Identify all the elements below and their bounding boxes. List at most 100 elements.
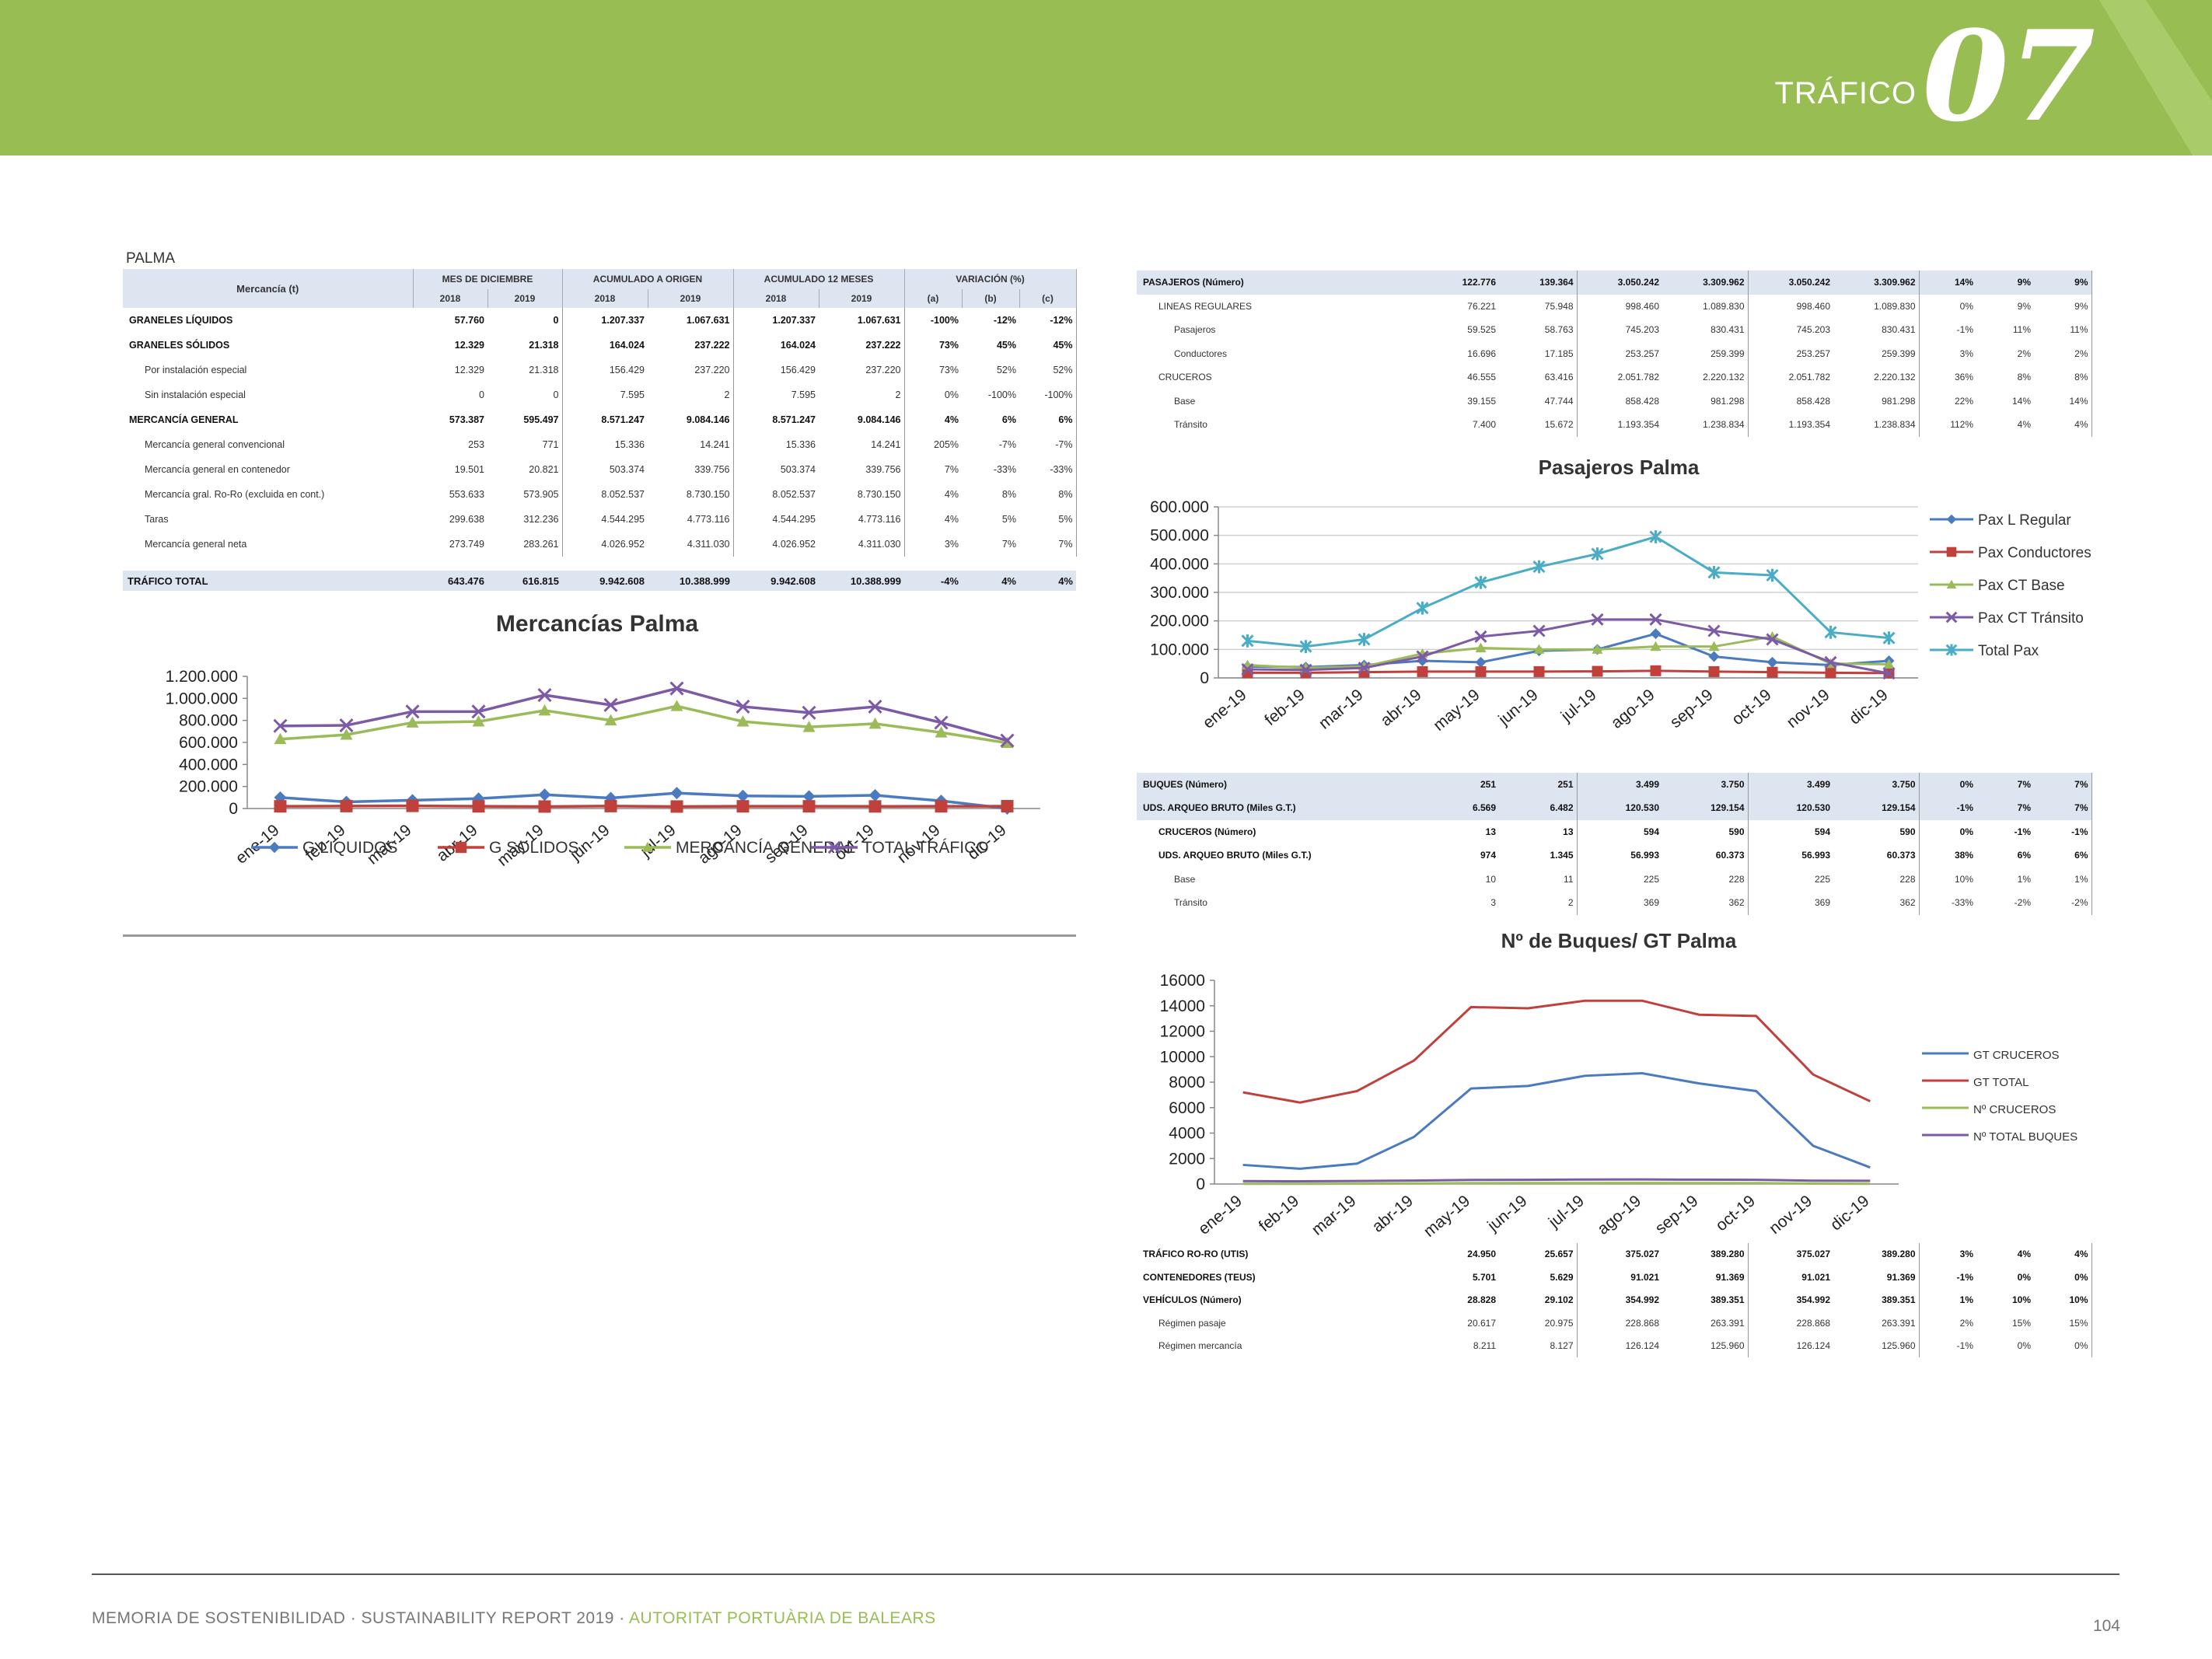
cell-value: 8% bbox=[2017, 372, 2031, 383]
banner-decoration bbox=[2099, 0, 2212, 155]
data-point bbox=[1707, 623, 1721, 637]
y-tick-label: 400.000 bbox=[1150, 555, 1209, 573]
row-label: VEHÍCULOS (Número) bbox=[1143, 1294, 1242, 1306]
series-line bbox=[1242, 999, 1871, 1104]
cell-value: 156.429 bbox=[780, 365, 816, 375]
series-line bbox=[280, 686, 1008, 742]
cell-value: 2 bbox=[648, 382, 734, 407]
x-tick-label: nov-19 bbox=[1784, 686, 1833, 732]
cell-value: -100% bbox=[1019, 382, 1077, 407]
cell-value: 73% bbox=[938, 340, 959, 351]
cell-value: 616.815 bbox=[487, 571, 562, 591]
row-label: PASAJEROS (Número) bbox=[1137, 271, 1421, 295]
cell-value: 858.428 bbox=[1796, 395, 1830, 407]
cell-value: 553.633 bbox=[449, 489, 484, 500]
data-point bbox=[1882, 630, 1896, 644]
data-point bbox=[1649, 529, 1662, 543]
table-row: UDS. ARQUEO BRUTO (Miles G.T.) 974 1.345 56… bbox=[1137, 843, 2092, 868]
cell-value: 6% bbox=[1001, 414, 1016, 425]
cell-value: 20.975 bbox=[1499, 1311, 1578, 1335]
cell-value: 28.828 bbox=[1467, 1294, 1496, 1306]
cell-value: 3.750 bbox=[1833, 772, 1920, 796]
legend-label: Pax CT Tránsito bbox=[1978, 610, 2084, 627]
x-tick-label: ene-19 bbox=[1200, 686, 1250, 732]
cell-value: 4% bbox=[2017, 419, 2031, 431]
buques-chart: Nº de Buques/ GT Palma 0 2000 4000 6000 8000 1… bbox=[1160, 929, 2078, 1241]
data-point bbox=[1946, 547, 1957, 557]
cell-value: 122.776 bbox=[1421, 271, 1499, 295]
y-tick-label: 12000 bbox=[1160, 1022, 1205, 1040]
cell-value: 7.400 bbox=[1472, 419, 1496, 431]
cell-value: 14.241 bbox=[648, 432, 734, 457]
cell-value: 1.345 bbox=[1499, 843, 1578, 868]
data-point bbox=[1945, 611, 1958, 623]
data-point bbox=[538, 788, 551, 802]
row-label: Régimen pasaje bbox=[1158, 1317, 1226, 1329]
table-row: Taras 299.638 312.236 4.544.295 4.773.116 4.5… bbox=[123, 507, 1077, 532]
cell-value: 0 bbox=[487, 382, 563, 407]
cell-value: 362 bbox=[1833, 891, 1920, 915]
data-point bbox=[802, 721, 816, 732]
ships-table-body: BUQUES (Número) 251 251 3.499 3.750 3.499 3.75… bbox=[1137, 772, 2092, 915]
header-group: VARIACIÓN (%) bbox=[904, 269, 1077, 289]
legend-label: Pax L Regular bbox=[1978, 512, 2071, 529]
cell-value: 4.026.952 bbox=[772, 539, 816, 550]
data-point bbox=[1766, 568, 1779, 582]
data-point bbox=[1475, 656, 1487, 668]
x-tick-label: abr-19 bbox=[1377, 686, 1424, 730]
cell-value: 237.222 bbox=[648, 333, 734, 358]
data-point bbox=[604, 799, 617, 812]
data-point bbox=[1824, 625, 1837, 639]
cell-value: 263.391 bbox=[1833, 1311, 1920, 1335]
cell-value: 2% bbox=[1959, 1317, 1973, 1329]
cell-value: 7% bbox=[1001, 539, 1016, 550]
y-tick-label: 600.000 bbox=[179, 734, 238, 752]
series-0 bbox=[274, 787, 1014, 815]
cell-value: 6.569 bbox=[1421, 796, 1499, 820]
cell-value: -1% bbox=[1956, 1340, 1973, 1352]
y-tick-label: 200.000 bbox=[1150, 612, 1209, 630]
cell-value: 16.696 bbox=[1467, 348, 1496, 359]
footer-authority: AUTORITAT PORTUÀRIA DE BALEARS bbox=[628, 1609, 936, 1627]
cell-value: 10.388.999 bbox=[819, 571, 904, 591]
cell-value: 5.629 bbox=[1499, 1266, 1578, 1289]
cell-value: 7.595 bbox=[791, 389, 816, 400]
cell-value: 9.942.608 bbox=[733, 571, 819, 591]
table-row: LINEAS REGULARES 76.221 75.948 998.460 1.089… bbox=[1137, 294, 2092, 318]
data-point bbox=[537, 688, 552, 703]
cell-value: 15% bbox=[2011, 1317, 2031, 1329]
data-point bbox=[670, 800, 683, 813]
cell-value: 0% bbox=[2017, 1271, 2031, 1283]
x-tick-label: abr-19 bbox=[1369, 1192, 1417, 1236]
cell-value: 4% bbox=[944, 489, 959, 500]
cell-value: 3.499 bbox=[1748, 772, 1833, 796]
cell-value: 9% bbox=[2034, 294, 2092, 318]
cell-value: 4% bbox=[2034, 413, 2092, 437]
data-point bbox=[538, 800, 551, 813]
cell-value: 91.369 bbox=[1662, 1266, 1749, 1289]
cell-value: 259.399 bbox=[1662, 341, 1749, 365]
series-line bbox=[1247, 669, 1889, 674]
series-line bbox=[1247, 634, 1889, 669]
data-point bbox=[827, 840, 841, 854]
data-point bbox=[1532, 623, 1546, 637]
x-tick-label: jul-19 bbox=[1545, 1192, 1588, 1231]
cell-value: 237.222 bbox=[819, 333, 905, 358]
data-point bbox=[802, 705, 816, 720]
data-point bbox=[1532, 560, 1546, 573]
cell-value: 11 bbox=[1499, 867, 1578, 891]
cell-value: 21.318 bbox=[487, 333, 563, 358]
cell-value: 771 bbox=[487, 432, 563, 457]
x-tick-label: jul-19 bbox=[637, 821, 680, 861]
cell-value: 17.185 bbox=[1499, 341, 1578, 365]
header-group: ACUMULADO A ORIGEN bbox=[562, 269, 734, 289]
cell-value: 4% bbox=[2034, 1242, 2092, 1266]
series-line bbox=[1242, 1071, 1871, 1170]
roro-table-body: TRÁFICO RO-RO (UTIS) 24.950 25.657 375.027 3… bbox=[1137, 1242, 2092, 1357]
row-label: Tránsito bbox=[1174, 419, 1207, 431]
data-point bbox=[1650, 665, 1662, 676]
cell-value: 4.311.030 bbox=[819, 532, 905, 557]
x-tick-label: jul-19 bbox=[1557, 686, 1600, 725]
cell-value: 375.027 bbox=[1796, 1249, 1830, 1260]
cell-value: 2.051.782 bbox=[1617, 372, 1659, 383]
